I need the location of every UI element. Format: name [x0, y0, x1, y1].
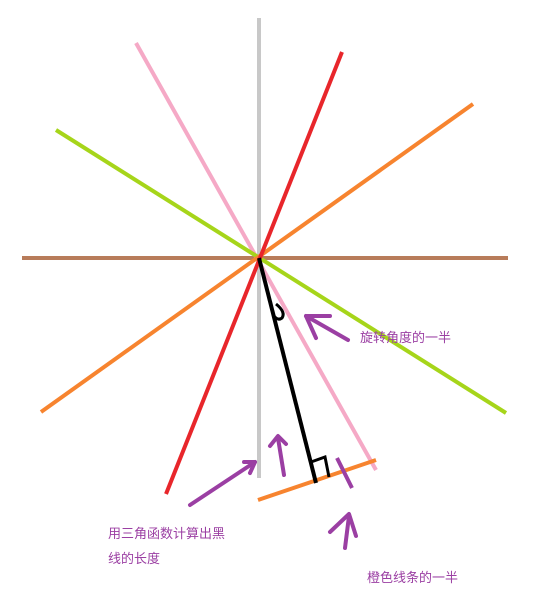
half-length-tick	[335, 457, 354, 489]
arrow-to-angle-icon	[304, 314, 350, 342]
right-angle-marker	[310, 455, 331, 478]
label-trig-line1: 用三角函数计算出黑	[108, 527, 226, 542]
lime-line	[54, 128, 508, 415]
label-orange-half: 橙色线条的一半	[367, 571, 459, 586]
arrow-to-black-line-icon	[188, 434, 288, 507]
red-line	[164, 51, 344, 495]
black-line	[257, 257, 318, 484]
label-trig-line2: 线的长度	[108, 552, 161, 567]
orange-line	[39, 102, 475, 414]
label-rotation-half: 旋转角度的一半	[360, 331, 452, 346]
arrow-to-tick-icon	[328, 512, 358, 550]
angle-arc-mark	[272, 302, 285, 321]
